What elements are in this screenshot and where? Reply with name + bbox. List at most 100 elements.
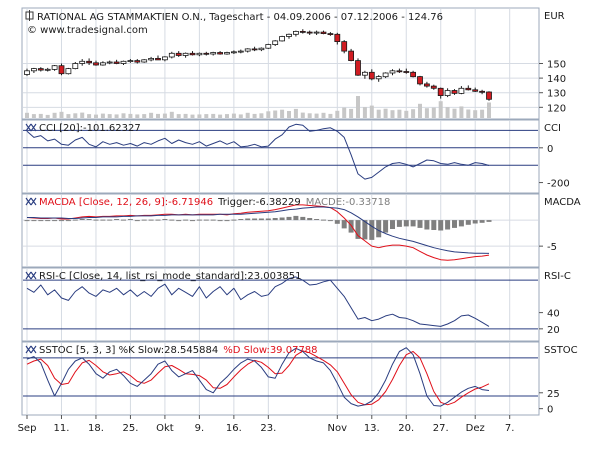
volume-bar <box>238 114 243 118</box>
date-tick-label: Sep <box>18 423 37 434</box>
candle-body <box>189 52 196 56</box>
date-tick-label: 20. <box>398 423 414 434</box>
d-slow-line-point <box>129 374 132 377</box>
cci-line-point <box>39 134 42 137</box>
macd-panel-frame <box>21 193 540 268</box>
cci-line-point <box>219 139 222 142</box>
cci-line-point <box>474 161 477 164</box>
price-candle <box>286 33 292 39</box>
cci-line-point <box>343 136 346 139</box>
volume-bar <box>38 113 43 118</box>
candle-body <box>486 91 492 100</box>
rsi-axis: RSI-C 20 40 <box>539 271 571 336</box>
macd-histogram-bar <box>438 220 444 231</box>
price-candle <box>134 59 141 64</box>
volume-bar <box>438 101 443 118</box>
cci-line-point <box>356 172 359 175</box>
k-slow-line-point <box>246 358 249 361</box>
k-slow-line-point <box>122 374 125 377</box>
trigger-line-point <box>460 251 463 254</box>
macd-histogram-bar <box>341 220 347 229</box>
price-candle <box>417 75 423 86</box>
cci-line-point <box>329 126 332 129</box>
volume-bar <box>100 113 105 118</box>
macd-indicator-icon <box>25 197 37 206</box>
macd-histogram-bar <box>424 220 430 230</box>
price-candle <box>306 30 313 35</box>
candle-body <box>437 87 444 97</box>
candle-body <box>58 65 65 75</box>
d-slow-line-point <box>350 393 353 396</box>
volume-bar <box>273 110 278 118</box>
macda-line-point <box>370 245 373 248</box>
macd-histogram-bar <box>38 220 44 222</box>
rsi-line-point <box>60 296 63 299</box>
price-candle <box>430 84 437 90</box>
macda-line-point <box>425 253 428 256</box>
k-slow-line-point <box>39 361 42 364</box>
d-slow-line-point <box>177 368 180 371</box>
rsi-line-point <box>329 279 332 282</box>
candle-body <box>313 31 320 34</box>
d-slow-legend-text: %D Slow:39.07788 <box>223 345 317 356</box>
cci-line-point <box>136 145 139 148</box>
macd-histogram-bar <box>65 220 71 222</box>
price-candle <box>203 51 210 56</box>
trigger-line-point <box>219 213 222 216</box>
price-candle <box>65 67 72 75</box>
cci-line-point <box>239 145 242 148</box>
trigger-line-point <box>343 208 346 211</box>
price-candle <box>313 30 320 35</box>
macd-histogram-bar <box>458 220 464 227</box>
k-slow-line-point <box>377 391 380 394</box>
d-slow-line-point <box>32 359 35 362</box>
cci-line-point <box>287 125 290 128</box>
price-candle <box>334 32 341 45</box>
cci-line-point <box>212 142 215 145</box>
cci-line-point <box>94 145 97 148</box>
price-candle <box>30 67 37 73</box>
macd-histogram-bar <box>245 218 251 221</box>
cci-line-point <box>281 133 284 136</box>
cci-line-point <box>274 138 277 141</box>
k-slow-line-point <box>356 405 359 408</box>
candle-body <box>465 87 472 91</box>
price-candle <box>86 58 92 65</box>
macd-histogram-bar <box>258 218 264 221</box>
candle-body <box>361 71 368 76</box>
macda-line-point <box>439 258 442 261</box>
volume-bar <box>480 109 485 118</box>
price-candle <box>72 62 79 70</box>
macd-lines <box>26 204 490 261</box>
rsi-line-point <box>101 288 104 291</box>
k-slow-line-point <box>336 382 339 385</box>
k-slow-line-point <box>156 363 159 366</box>
d-slow-line-point <box>418 356 421 359</box>
rsi-lines <box>26 276 490 327</box>
cci-line-point <box>260 145 263 148</box>
trigger-line-point <box>391 235 394 238</box>
cci-line-point <box>391 162 394 165</box>
d-slow-line-point <box>53 377 56 380</box>
candle-body <box>134 60 141 63</box>
trigger-line-point <box>377 229 380 232</box>
cci-line-point <box>46 139 49 142</box>
trigger-line-point <box>184 213 187 216</box>
macd-histogram-bar <box>355 220 361 239</box>
price-candle <box>451 89 458 95</box>
volume-bar <box>459 106 464 118</box>
price-candle <box>389 69 396 76</box>
rsi-line-point <box>336 287 339 290</box>
cci-unit-label: CCI <box>544 123 561 134</box>
volume-bar <box>218 114 223 118</box>
macd-histogram-bar <box>465 220 471 225</box>
candle-body <box>196 52 203 56</box>
macd-histogram-bar <box>190 220 195 222</box>
price-candle <box>292 30 299 37</box>
volume-bar <box>135 114 140 118</box>
candle-body <box>451 90 458 94</box>
trigger-line-point <box>67 217 70 220</box>
rsi-line-point <box>143 290 146 293</box>
volume-bar <box>452 108 457 118</box>
volume-bar <box>204 114 209 118</box>
